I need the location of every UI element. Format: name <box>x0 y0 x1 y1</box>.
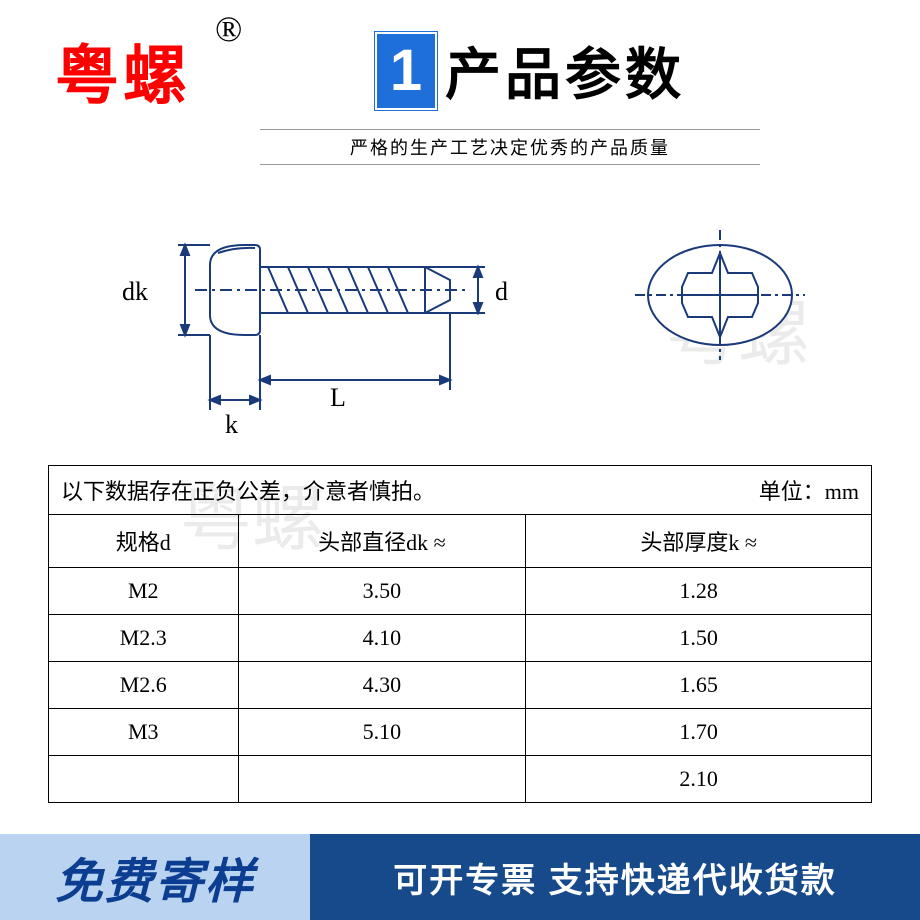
footer-right-banner: 可开专票 支持快递代收货款 <box>310 834 920 920</box>
table-unit: 单位：mm <box>759 474 859 506</box>
spec-data-table: 规格d 头部直径dk ≈ 头部厚度k ≈ M2 3.50 1.28 M2.3 4… <box>49 515 871 802</box>
label-d: d <box>495 277 508 307</box>
table-row: M3 5.10 1.70 <box>49 709 871 756</box>
footer-banner: 免费寄样 可开专票 支持快递代收货款 <box>0 834 920 920</box>
label-k: k <box>225 410 238 440</box>
diagram-area: 粤螺 <box>0 185 920 465</box>
section-title: 产品参数 <box>445 30 685 111</box>
table-row: M2.3 4.10 1.50 <box>49 615 871 662</box>
label-dk: dk <box>122 277 148 307</box>
brand-logo: 粤螺 <box>55 25 191 117</box>
screw-top-view <box>630 215 810 395</box>
registered-symbol: ® <box>215 8 242 50</box>
table-row: M2.6 4.30 1.65 <box>49 662 871 709</box>
table-note: 以下数据存在正负公差，介意者慎拍。 <box>61 474 759 506</box>
col-dk: 头部直径dk ≈ <box>238 515 526 568</box>
section-number-box: 1 <box>375 32 437 110</box>
screw-side-view <box>90 195 490 455</box>
title-row: 1 产品参数 <box>375 30 685 111</box>
table-row: 2.10 <box>49 756 871 803</box>
label-L: L <box>330 383 346 413</box>
section-subtitle: 严格的生产工艺决定优秀的产品质量 <box>260 129 760 165</box>
col-k: 头部厚度k ≈ <box>526 515 871 568</box>
spec-table: 以下数据存在正负公差，介意者慎拍。 单位：mm 规格d 头部直径dk ≈ 头部厚… <box>48 465 872 803</box>
table-header-row: 规格d 头部直径dk ≈ 头部厚度k ≈ <box>49 515 871 568</box>
col-spec: 规格d <box>49 515 238 568</box>
header-section: 粤螺 ® 1 产品参数 严格的生产工艺决定优秀的产品质量 <box>0 0 920 165</box>
table-note-row: 以下数据存在正负公差，介意者慎拍。 单位：mm <box>49 466 871 515</box>
table-row: M2 3.50 1.28 <box>49 568 871 615</box>
footer-left-banner: 免费寄样 <box>0 834 310 920</box>
